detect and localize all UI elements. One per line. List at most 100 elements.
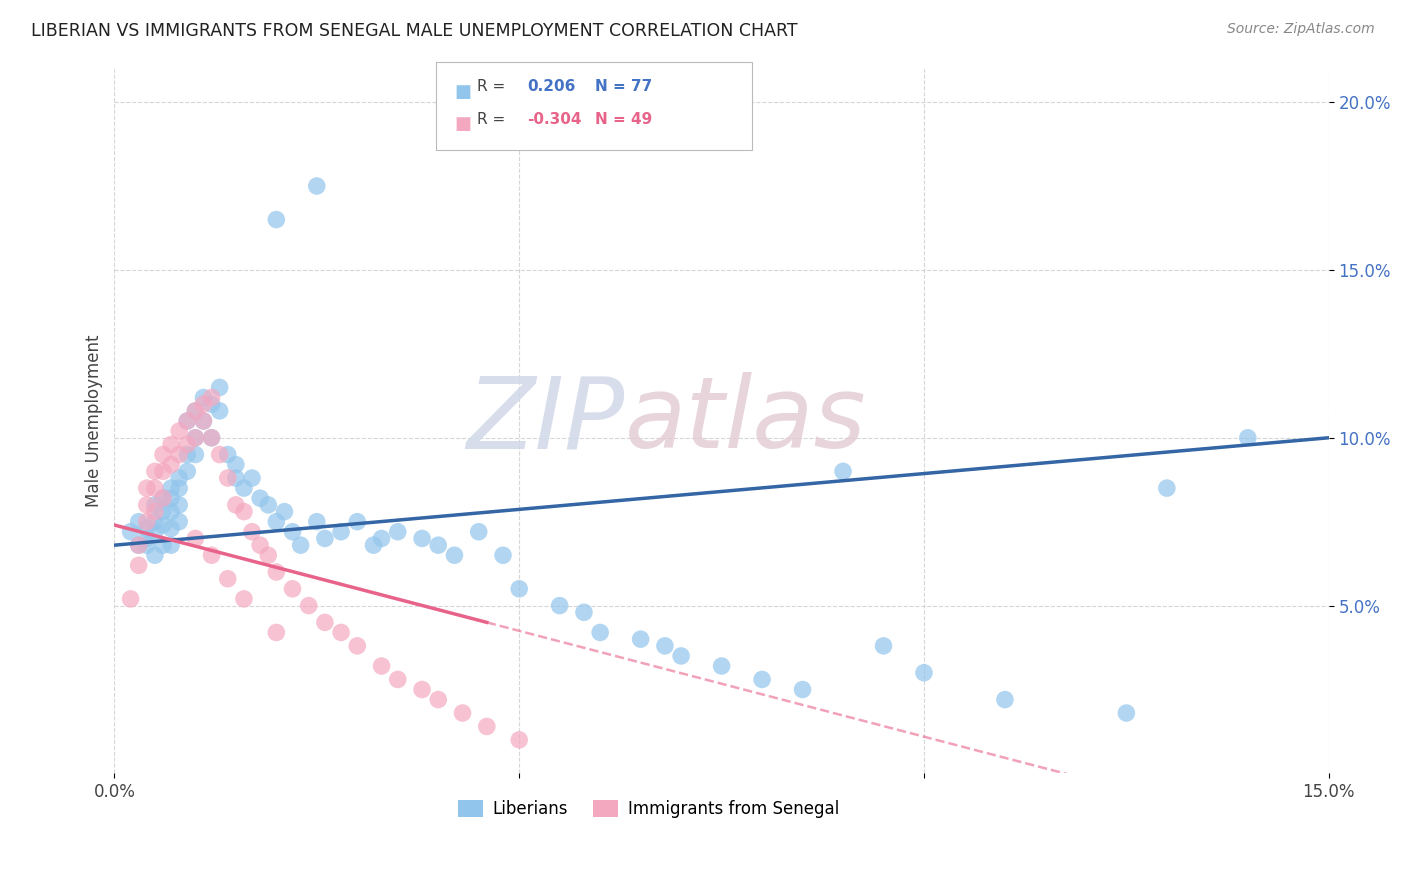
Point xyxy=(160,481,183,495)
Point xyxy=(193,414,215,428)
Point xyxy=(167,448,190,462)
Point xyxy=(314,532,336,546)
Point xyxy=(167,471,190,485)
Point xyxy=(128,558,150,573)
Text: LIBERIAN VS IMMIGRANTS FROM SENEGAL MALE UNEMPLOYMENT CORRELATION CHART: LIBERIAN VS IMMIGRANTS FROM SENEGAL MALE… xyxy=(31,22,797,40)
Point xyxy=(152,491,174,505)
Point xyxy=(135,498,157,512)
Point xyxy=(135,538,157,552)
Point xyxy=(184,431,207,445)
Point xyxy=(184,431,207,445)
Point xyxy=(508,582,530,596)
Point xyxy=(176,414,198,428)
Point xyxy=(443,548,465,562)
Point xyxy=(669,648,692,663)
Point xyxy=(160,521,183,535)
Point xyxy=(751,673,773,687)
Point xyxy=(160,538,183,552)
Point xyxy=(467,524,489,539)
Point xyxy=(160,491,183,505)
Point xyxy=(160,437,183,451)
Point xyxy=(167,498,190,512)
Point xyxy=(266,565,288,579)
Point xyxy=(120,524,142,539)
Point xyxy=(208,448,231,462)
Point xyxy=(411,532,433,546)
Point xyxy=(225,498,247,512)
Point xyxy=(184,448,207,462)
Point xyxy=(370,659,392,673)
Point xyxy=(160,458,183,472)
Y-axis label: Male Unemployment: Male Unemployment xyxy=(86,334,103,508)
Point xyxy=(167,481,190,495)
Point xyxy=(387,673,409,687)
Point xyxy=(200,431,222,445)
Point xyxy=(128,515,150,529)
Point xyxy=(217,572,239,586)
Point xyxy=(184,404,207,418)
Text: atlas: atlas xyxy=(624,373,866,469)
Point xyxy=(120,591,142,606)
Point xyxy=(233,505,256,519)
Point xyxy=(257,548,280,562)
Point xyxy=(249,491,271,505)
Point xyxy=(208,404,231,418)
Point xyxy=(346,515,368,529)
Point xyxy=(233,481,256,495)
Point xyxy=(176,437,198,451)
Point xyxy=(346,639,368,653)
Text: N = 49: N = 49 xyxy=(595,112,652,127)
Text: R =: R = xyxy=(477,79,510,95)
Point xyxy=(217,471,239,485)
Point xyxy=(143,498,166,512)
Point xyxy=(176,464,198,478)
Point xyxy=(193,397,215,411)
Point xyxy=(314,615,336,630)
Point xyxy=(281,582,304,596)
Point xyxy=(427,692,450,706)
Point xyxy=(193,414,215,428)
Point xyxy=(548,599,571,613)
Point xyxy=(167,515,190,529)
Point xyxy=(152,491,174,505)
Point xyxy=(387,524,409,539)
Point xyxy=(233,591,256,606)
Point xyxy=(240,471,263,485)
Point xyxy=(475,719,498,733)
Point xyxy=(200,391,222,405)
Point xyxy=(152,518,174,533)
Legend: Liberians, Immigrants from Senegal: Liberians, Immigrants from Senegal xyxy=(451,794,846,825)
Point xyxy=(290,538,312,552)
Point xyxy=(1236,431,1258,445)
Point xyxy=(508,732,530,747)
Point xyxy=(176,448,198,462)
Point xyxy=(427,538,450,552)
Point xyxy=(152,448,174,462)
Point xyxy=(160,505,183,519)
Text: Source: ZipAtlas.com: Source: ZipAtlas.com xyxy=(1227,22,1375,37)
Point xyxy=(363,538,385,552)
Point xyxy=(128,538,150,552)
Text: N = 77: N = 77 xyxy=(595,79,652,95)
Point xyxy=(135,515,157,529)
Point xyxy=(184,404,207,418)
Point xyxy=(273,505,295,519)
Point xyxy=(143,505,166,519)
Point xyxy=(176,414,198,428)
Point xyxy=(298,599,321,613)
Text: R =: R = xyxy=(477,112,510,127)
Point xyxy=(872,639,894,653)
Point xyxy=(135,532,157,546)
Point xyxy=(193,391,215,405)
Point xyxy=(792,682,814,697)
Point xyxy=(128,538,150,552)
Point xyxy=(994,692,1017,706)
Point xyxy=(143,548,166,562)
Point xyxy=(266,212,288,227)
Point xyxy=(135,481,157,495)
Point xyxy=(143,524,166,539)
Point xyxy=(217,448,239,462)
Point xyxy=(330,524,353,539)
Point xyxy=(143,464,166,478)
Point xyxy=(225,471,247,485)
